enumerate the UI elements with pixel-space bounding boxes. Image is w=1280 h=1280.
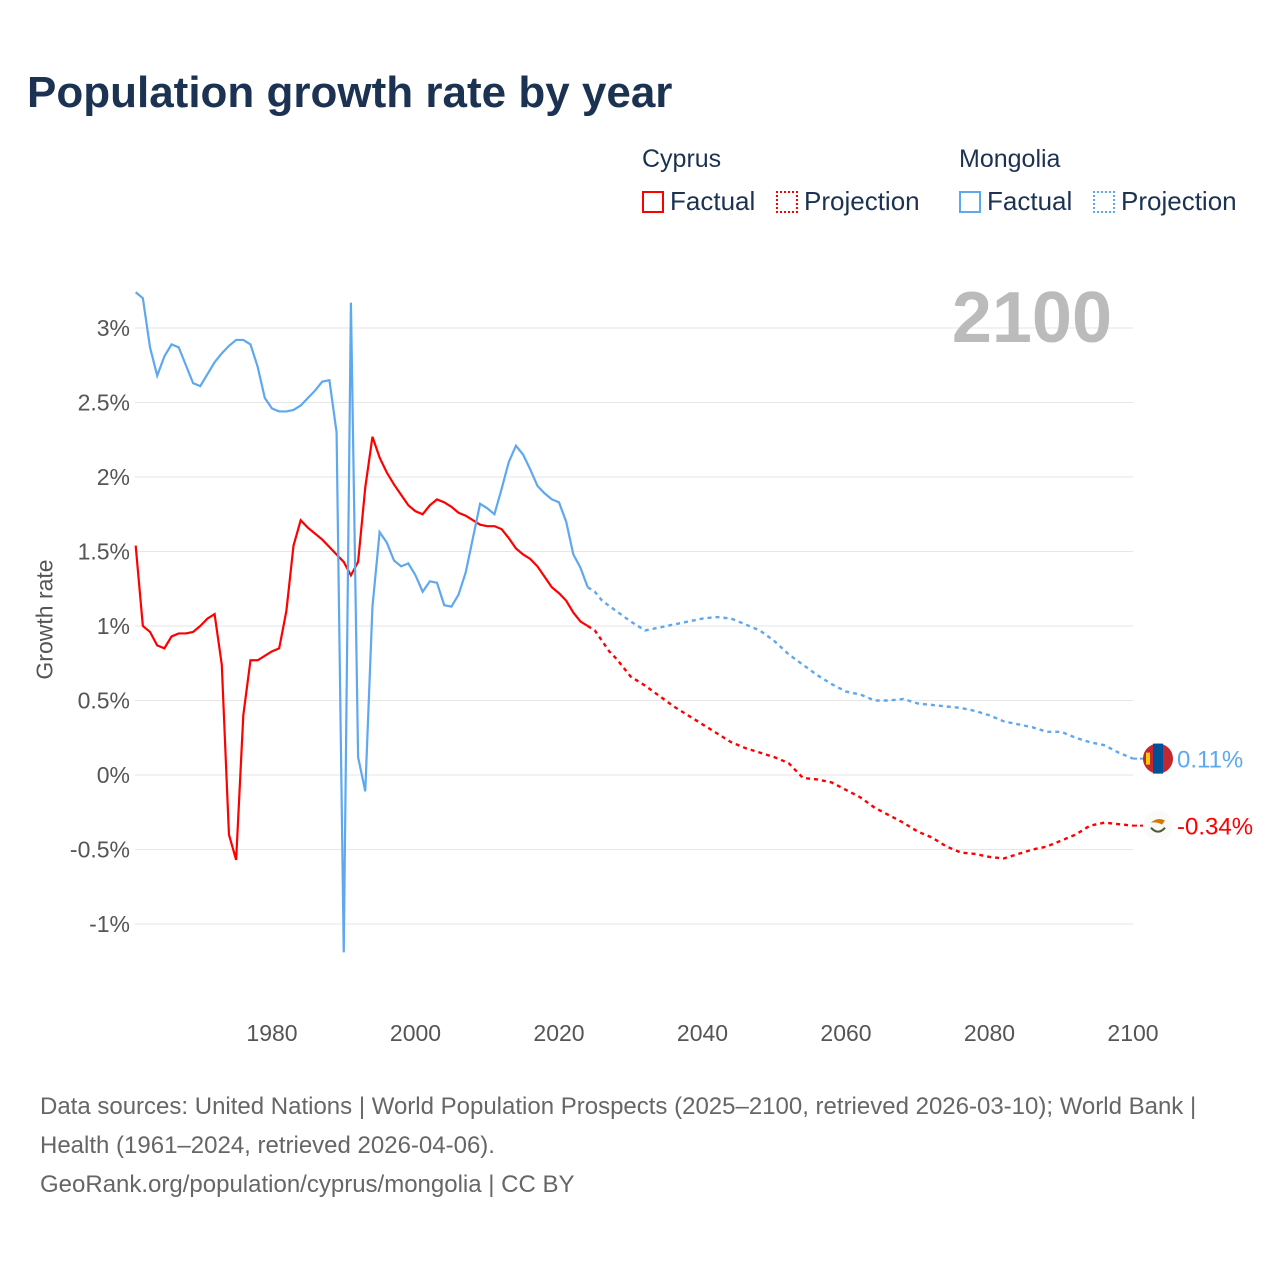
y-tick-label: 0% [97,762,130,788]
legend-cyprus-projection[interactable]: Projection [776,186,920,217]
legend-label: Projection [1121,186,1237,216]
legend-group-mongolia: Mongolia [959,145,1061,173]
x-tick-label: 2020 [533,1020,584,1046]
legend-label: Projection [804,186,920,216]
cyprus-flag-icon [1143,810,1173,841]
y-tick-label: 2% [97,464,130,490]
x-tick-label: 2080 [964,1020,1015,1046]
legend-swatch-solid [959,190,981,213]
y-tick-label: 1.5% [78,539,130,565]
x-tick-label: 2100 [1107,1020,1158,1046]
legend-swatch-solid [642,190,664,213]
y-tick-label: 0.5% [78,688,130,714]
mongolia-flag-icon [1143,743,1173,774]
y-tick-label: 1% [97,613,130,639]
x-tick-label: 2060 [820,1020,871,1046]
x-tick-label: 2040 [677,1020,728,1046]
y-tick-label: -1% [89,911,130,937]
legend-swatch-dotted [776,190,798,213]
mongolia-projection-line [587,586,1134,760]
end-value-label: -0.34% [1177,814,1253,841]
mongolia-factual-line [134,291,589,953]
y-tick-label: 3% [97,315,130,341]
legend-label: Factual [670,186,756,216]
cyprus-factual-line [134,436,589,861]
end-value-label: 0.11% [1177,747,1243,774]
x-tick-label: 1980 [246,1020,297,1046]
legend-group-cyprus: Cyprus [642,145,722,173]
legend-swatch-dotted [1093,190,1115,213]
footer: Data sources: United Nations | World Pop… [40,1087,1240,1204]
year-label: 2100 [952,278,1112,358]
cyprus-projection-line [587,624,1134,860]
legend-cyprus-factual[interactable]: Factual [642,186,755,217]
x-tick-label: 2000 [390,1020,441,1046]
chart-title: Population growth rate by year [27,68,673,117]
y-tick-label: 2.5% [78,390,130,416]
y-tick-label: -0.5% [70,837,130,863]
legend-label: Factual [987,186,1073,216]
legend-mongolia-factual[interactable]: Factual [959,186,1072,217]
source-link[interactable]: GeoRank.org/population/cyprus/mongolia |… [40,1171,575,1198]
legend-mongolia-projection[interactable]: Projection [1093,186,1237,217]
data-sources: Data sources: United Nations | World Pop… [40,1093,1197,1159]
